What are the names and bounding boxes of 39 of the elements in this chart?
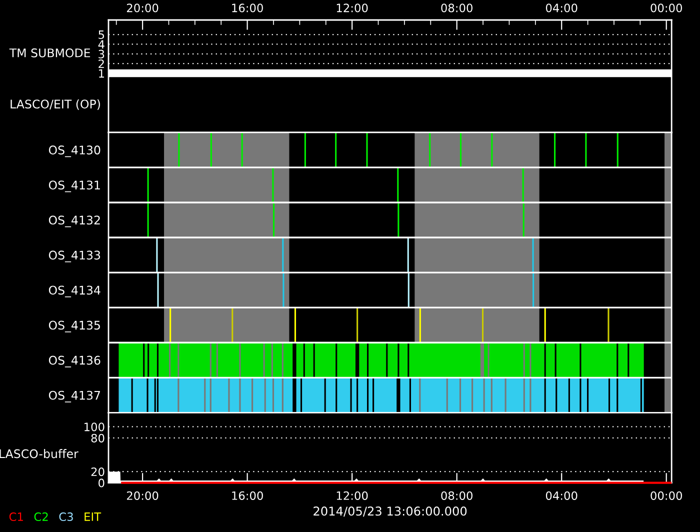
bar (230, 378, 240, 413)
x-tick-label: 04:00 (546, 491, 578, 500)
x-tick-label: 12:00 (336, 491, 368, 500)
legend-label: EIT (84, 512, 102, 521)
y-tick-label: 3 (98, 50, 104, 58)
y-tick-label: OS_4136 (48, 356, 100, 368)
x-tick-label: 16:00 (232, 4, 263, 12)
y-tick-label: OS_4130 (48, 146, 100, 158)
y-tick-label: 4 (98, 40, 104, 49)
y-tick-label: OS_4135 (48, 320, 100, 332)
x-tick-label: 00:00 (650, 491, 682, 500)
y-tick-label: OS_4134 (48, 286, 100, 298)
x-tick-label: 16:00 (232, 491, 263, 500)
y-tick-label: OS_4133 (48, 250, 100, 262)
y-tick-label: 5 (98, 30, 104, 40)
bar (148, 378, 154, 413)
x-tick-label: 04:00 (546, 4, 578, 12)
y-axis-title: TM SUBMODE (9, 48, 90, 58)
y-tick-label: 1 (99, 69, 104, 78)
legend-label: C3 (59, 512, 73, 522)
y-tick-label: 20 (91, 467, 104, 476)
text: LASCO/EIT (OP) (10, 99, 100, 110)
y-axis-title: LASCO-buffer (0, 449, 78, 458)
y-tick-label: OS_4132 (48, 216, 100, 228)
x-tick-label: 20:00 (126, 491, 158, 500)
y-tick-label: OS_4137 (48, 390, 100, 402)
y-tick-label: 0 (98, 478, 104, 488)
y-tick-label: OS_4131 (48, 180, 100, 192)
x-tick-label: 08:00 (441, 4, 472, 12)
x-tick-label: 08:00 (441, 491, 472, 500)
y-tick-label: 2 (98, 59, 104, 68)
x-axis-title: 2014/05/23 13:06:00.000 (314, 506, 467, 517)
x-tick-label: 20:00 (126, 4, 158, 12)
legend-label: C1 (9, 512, 23, 522)
x-tick-label: 00:00 (650, 4, 682, 12)
legend-label: C2 (34, 512, 48, 522)
x-tick-label: 12:00 (336, 4, 368, 12)
y-tick-label: 100 (84, 422, 104, 432)
y-tick-label: 80 (91, 434, 104, 442)
